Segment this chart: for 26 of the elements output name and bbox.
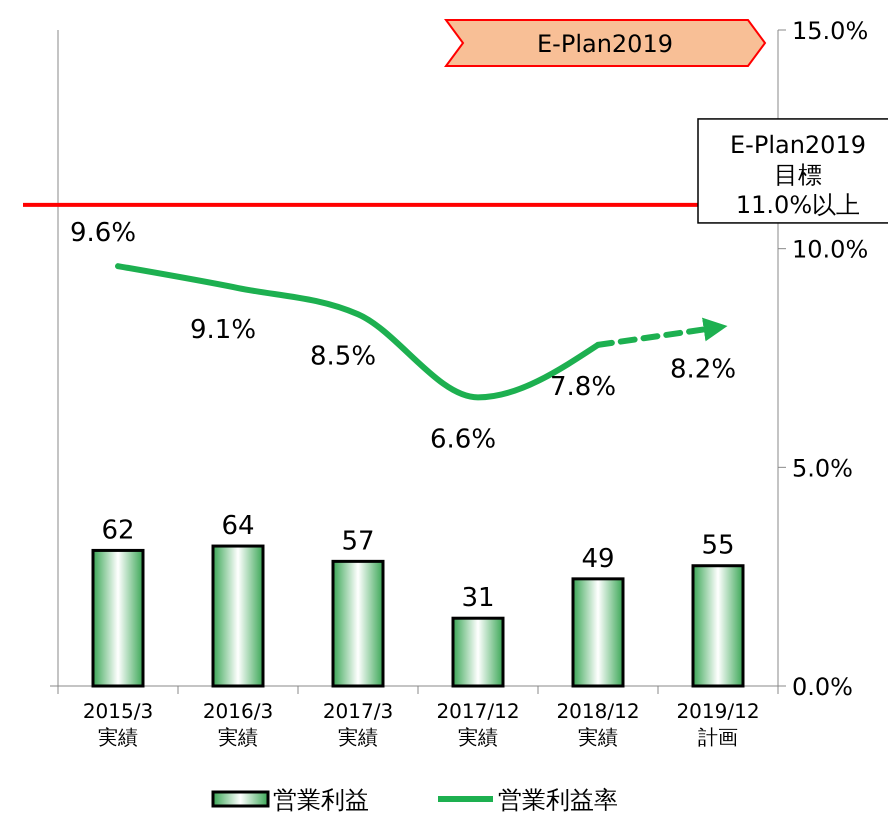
x-tick-label: 2016/3 実績 bbox=[202, 699, 274, 749]
x-tick-label: 2017/3 実績 bbox=[322, 699, 394, 749]
data-label: 9.6% bbox=[70, 218, 136, 248]
data-label: 55 bbox=[701, 530, 735, 561]
x-tick-label: 2018/12 実績 bbox=[556, 699, 640, 749]
data-label: 9.1% bbox=[190, 315, 256, 346]
legend-label: 営業利益 bbox=[273, 786, 369, 814]
data-label: 49 bbox=[581, 544, 615, 574]
ref-line-label: E-Plan2019 目標 11.0%以上 bbox=[730, 130, 866, 219]
data-label: 31 bbox=[461, 583, 495, 614]
x-tick-label: 2019/12 計画 bbox=[676, 699, 760, 749]
x-tick-label: 2015/3 実績 bbox=[82, 699, 154, 749]
data-label: 64 bbox=[221, 511, 255, 542]
data-label: 8.2% bbox=[670, 354, 736, 384]
annotation: E-Plan2019 bbox=[537, 30, 673, 58]
data-label: 57 bbox=[341, 526, 375, 556]
data-label: 8.5% bbox=[310, 341, 376, 372]
y2-tick-label: 10.0% bbox=[792, 236, 868, 264]
x-tick-label: 2017/12 実績 bbox=[436, 699, 520, 749]
y2-tick-label: 5.0% bbox=[792, 454, 853, 482]
data-label: 6.6% bbox=[430, 424, 496, 454]
legend-label: 営業利益率 bbox=[498, 786, 618, 814]
y2-tick-label: 0.0% bbox=[792, 673, 853, 701]
y2-tick-label: 15.0% bbox=[792, 17, 868, 45]
data-label: 7.8% bbox=[550, 372, 616, 402]
data-label: 62 bbox=[101, 515, 135, 546]
